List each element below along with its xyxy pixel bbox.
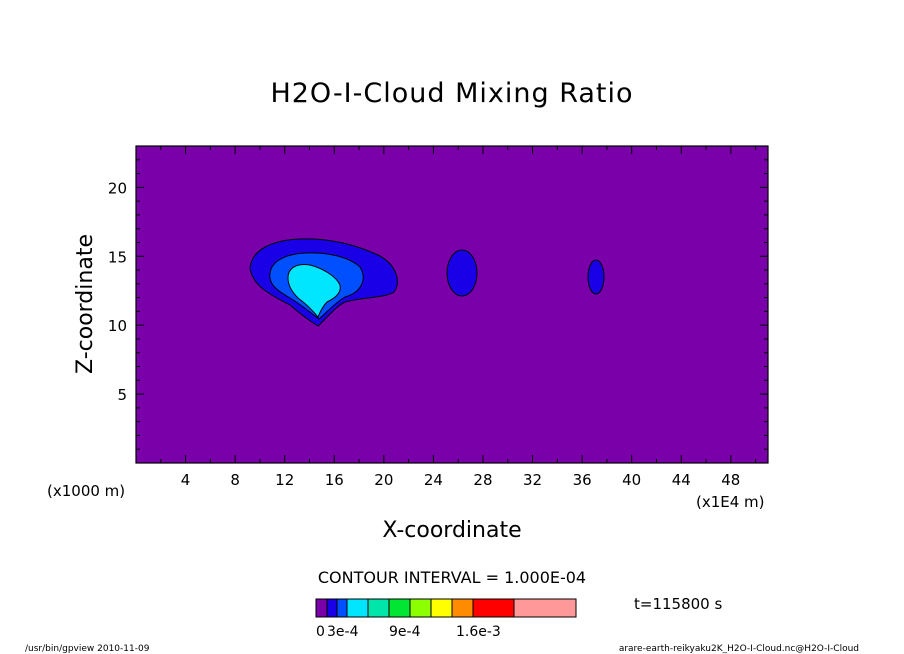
colorbar-swatch bbox=[451, 598, 474, 618]
x-tick-label: 12 bbox=[275, 471, 294, 489]
x-tick-label: 36 bbox=[573, 471, 592, 489]
time-text: t=115800 s bbox=[634, 595, 722, 613]
x-tick-label: 24 bbox=[424, 471, 443, 489]
plot-frame bbox=[135, 145, 769, 464]
plot-background bbox=[136, 146, 768, 463]
y-tick-label: 10 bbox=[108, 317, 127, 335]
x-tick-label: 48 bbox=[721, 471, 740, 489]
colorbar-label: 1.6e-3 bbox=[456, 624, 501, 640]
x-tick-labels: 4 8 12 16 20 24 28 32 36 40 44 48 bbox=[181, 471, 741, 489]
x-tick-label: 40 bbox=[622, 471, 641, 489]
colorbar bbox=[315, 598, 577, 618]
x-tick-label: 44 bbox=[672, 471, 691, 489]
plot-area bbox=[135, 145, 769, 464]
x-tick-label: 28 bbox=[473, 471, 492, 489]
chart-title: H2O-I-Cloud Mixing Ratio bbox=[270, 78, 633, 109]
x-tick-label: 8 bbox=[230, 471, 240, 489]
colorbar-swatch bbox=[388, 598, 411, 618]
colorbar-swatch bbox=[409, 598, 432, 618]
y-tick-labels: 5 10 15 20 bbox=[108, 179, 127, 404]
colorbar-swatch bbox=[367, 598, 390, 618]
colorbar-label: 0 bbox=[316, 624, 325, 640]
x-tick-label: 20 bbox=[374, 471, 393, 489]
x-axis-label: X-coordinate bbox=[382, 518, 521, 543]
y-unit-label: (x1000 m) bbox=[47, 482, 125, 500]
x-unit-label: (x1E4 m) bbox=[696, 493, 765, 511]
y-tick-label: 20 bbox=[108, 179, 127, 197]
contour-interval-text: CONTOUR INTERVAL = 1.000E-04 bbox=[318, 568, 586, 587]
x-tick-label: 16 bbox=[325, 471, 344, 489]
colorbar-label: 3e-4 bbox=[327, 624, 359, 640]
contour-region-cell-26 bbox=[446, 249, 478, 297]
colorbar-swatch bbox=[336, 598, 348, 618]
footer-right: arare-earth-reikyaku2K_H2O-I-Cloud.nc@H2… bbox=[619, 644, 859, 654]
colorbar-swatch bbox=[346, 598, 369, 618]
colorbar-swatch bbox=[472, 598, 515, 618]
colorbar-label: 9e-4 bbox=[389, 624, 421, 640]
y-tick-label: 5 bbox=[117, 386, 127, 404]
colorbar-swatch bbox=[315, 598, 328, 618]
x-tick-label: 4 bbox=[181, 471, 191, 489]
contour-region-inner bbox=[287, 264, 341, 318]
colorbar-swatch bbox=[430, 598, 453, 618]
y-axis-label: Z-coordinate bbox=[73, 234, 98, 374]
y-tick-label: 15 bbox=[108, 248, 127, 266]
footer-left: /usr/bin/gpview 2010-11-09 bbox=[25, 644, 150, 654]
colorbar-swatch bbox=[326, 598, 338, 618]
colorbar-swatch bbox=[513, 598, 577, 618]
axis-ticks bbox=[136, 146, 768, 463]
colorbar-labels: 0 3e-4 9e-4 1.6e-3 bbox=[316, 624, 501, 640]
x-tick-label: 32 bbox=[523, 471, 542, 489]
contour-region-cell-37 bbox=[587, 259, 605, 295]
